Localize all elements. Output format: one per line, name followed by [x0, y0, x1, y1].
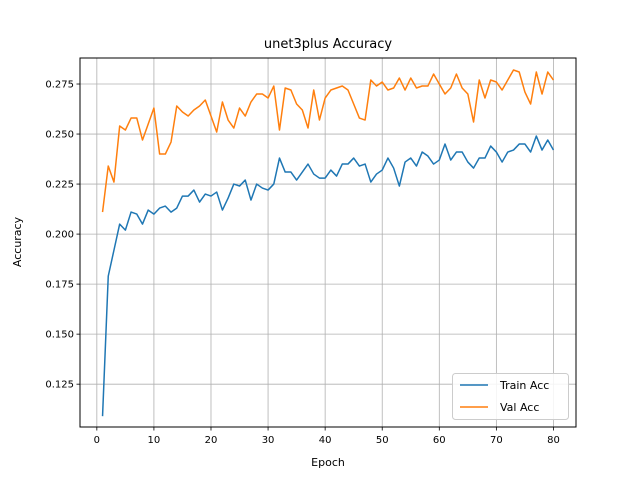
x-tick-label: 20: [205, 435, 218, 446]
x-tick-label: 0: [94, 435, 100, 446]
x-tick-label: 50: [376, 435, 389, 446]
series-line-train-acc: [101, 135, 555, 417]
x-tick-label: 30: [262, 435, 275, 446]
x-tick-label: 70: [490, 435, 503, 446]
y-tick-label: 0.275: [45, 80, 74, 91]
legend-label-train: Train Acc: [499, 379, 549, 392]
x-tick-label: 40: [319, 435, 332, 446]
x-tick-label: 80: [547, 435, 560, 446]
y-tick-label: 0.200: [45, 230, 74, 241]
y-tick-label: 0.175: [45, 280, 74, 291]
y-axis-label: Accuracy: [11, 216, 24, 267]
x-axis-label: Epoch: [311, 456, 345, 469]
chart-title: unet3plus Accuracy: [264, 37, 393, 52]
y-tick-label: 0.225: [45, 180, 74, 191]
legend-label-val: Val Acc: [500, 401, 539, 414]
y-tick-label: 0.150: [45, 330, 74, 341]
y-tick-label: 0.125: [45, 380, 74, 391]
y-tick-label: 0.250: [45, 130, 74, 141]
x-tick-label: 10: [148, 435, 161, 446]
plot-frame: [79, 57, 577, 428]
axis-ticks: 0 10 20 30 40 50 60 70 80 0.125 0.150 0.175 0.200 0.2…: [45, 80, 559, 446]
series-line-val-acc: [101, 69, 555, 213]
plot-series: [101, 69, 555, 417]
legend: Train Acc Val Acc: [452, 373, 569, 420]
x-tick-label: 60: [433, 435, 446, 446]
